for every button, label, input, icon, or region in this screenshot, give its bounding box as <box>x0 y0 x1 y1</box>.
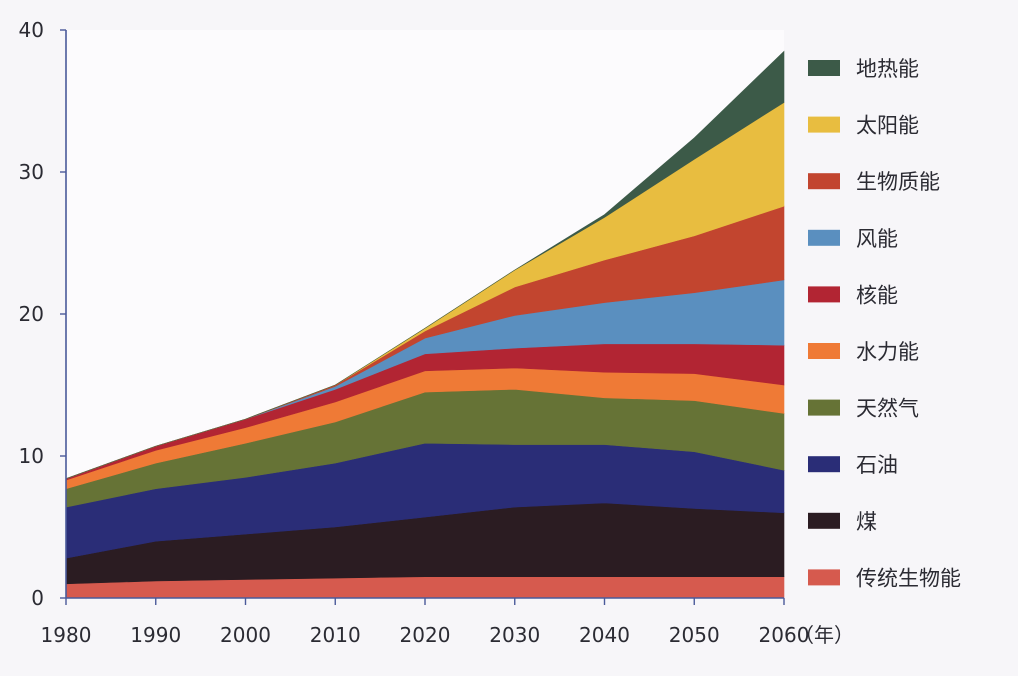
legend-swatch <box>808 456 840 473</box>
legend-swatch <box>808 399 840 416</box>
x-tick-labels: 1980 1990 2000 2010 2020 2030 2040 2050 2060 <box>41 598 810 647</box>
legend-swatch <box>808 512 840 529</box>
y-tick-label: 10 <box>19 444 44 468</box>
legend-label: 核能 <box>856 283 898 307</box>
y-tick-label: 30 <box>19 160 44 184</box>
area-series-9 <box>65 50 785 479</box>
legend-swatch <box>808 116 840 133</box>
legend-label: 煤 <box>856 510 877 534</box>
x-tick-label: 1980 <box>41 623 92 647</box>
x-tick-label: 2000 <box>220 623 271 647</box>
x-tick-label: 2050 <box>669 623 720 647</box>
legend-swatch <box>808 569 840 586</box>
legend-label: 生物质能 <box>856 170 940 194</box>
legend-label: 传统生物能 <box>856 566 961 590</box>
x-tick-label: 2030 <box>489 623 540 647</box>
area-layers <box>65 50 785 599</box>
legend-label: 石油 <box>856 453 898 477</box>
x-tick-label: 2040 <box>579 623 630 647</box>
legend-swatch <box>808 286 840 303</box>
x-tick-label: 2010 <box>310 623 361 647</box>
x-axis-unit-label: （年） <box>794 623 854 647</box>
x-tick-label: 2060 <box>759 623 810 647</box>
y-tick-labels: 0 10 20 30 40 <box>19 18 66 610</box>
legend-swatch <box>808 173 840 190</box>
y-tick-label: 40 <box>19 18 44 42</box>
y-tick-label: 20 <box>19 302 44 326</box>
legend-label: 太阳能 <box>856 114 919 138</box>
legend-label: 水力能 <box>856 340 919 364</box>
legend-swatch <box>808 60 840 76</box>
legend-swatch <box>808 343 840 359</box>
legend-label: 地热能 <box>856 57 919 81</box>
legend-swatch <box>808 229 840 246</box>
legend-label: 天然气 <box>856 397 919 421</box>
legend-label: 风能 <box>856 227 898 251</box>
x-tick-label: 1990 <box>130 623 181 647</box>
y-tick-label: 0 <box>31 586 44 610</box>
x-tick-label: 2020 <box>400 623 451 647</box>
